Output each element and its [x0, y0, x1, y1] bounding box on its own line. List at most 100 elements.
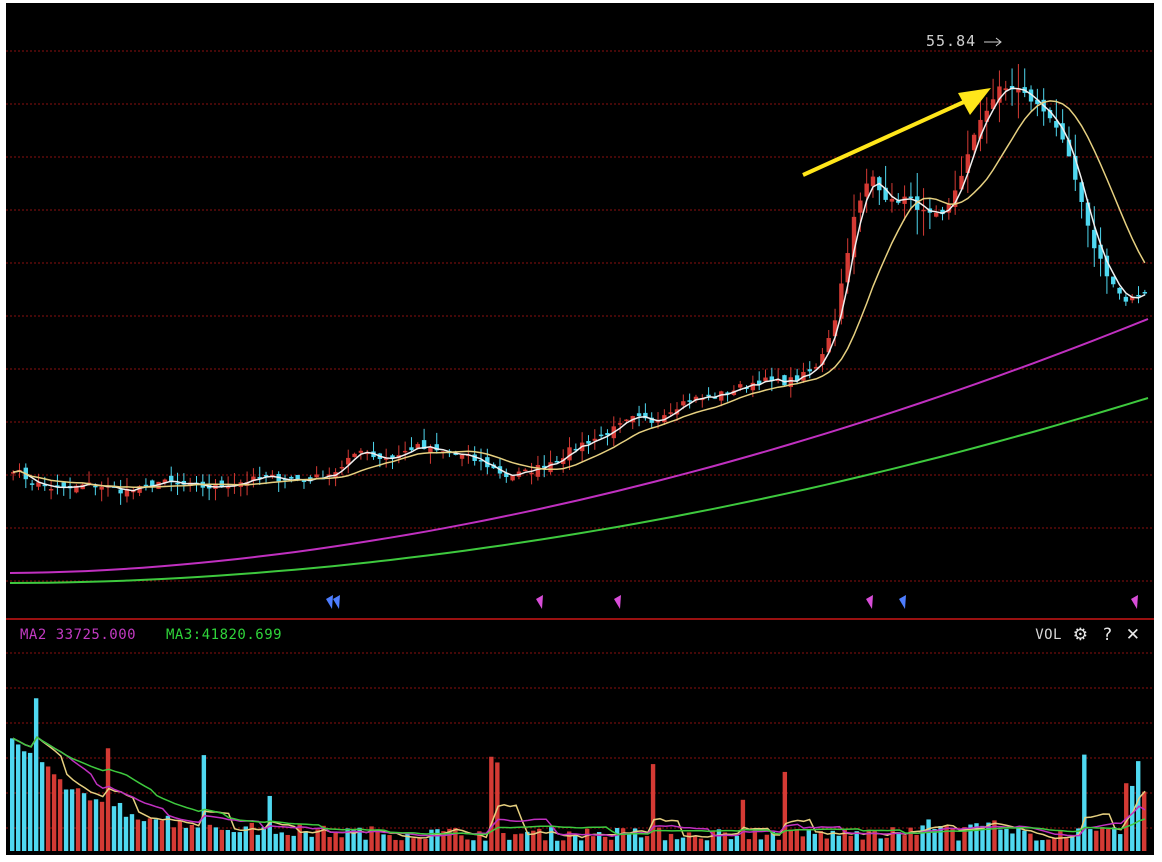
volume-bar [674, 839, 680, 851]
candle-body [339, 467, 345, 469]
close-icon[interactable]: ✕ [1125, 625, 1140, 645]
volume-bar [561, 840, 566, 851]
candle-body [257, 477, 262, 479]
volume-bar [962, 827, 967, 851]
volume-bar [770, 831, 776, 851]
volume-bar [1010, 833, 1015, 851]
volume-ma1-line [12, 735, 1146, 840]
volume-bar [848, 835, 853, 851]
volume-bar [387, 835, 392, 851]
candle-body [36, 482, 41, 487]
volume-grid [6, 652, 1154, 829]
volume-bar [285, 834, 290, 851]
volume-bar [1076, 828, 1081, 851]
volume-bar [10, 738, 15, 851]
volume-bar [1118, 834, 1123, 851]
volume-bar [710, 830, 716, 851]
volume-bar [1058, 831, 1063, 851]
volume-bar [638, 837, 644, 851]
candle-body [301, 480, 307, 482]
peak-price-label: 55.84 [926, 32, 977, 50]
volume-bar [986, 822, 991, 851]
volume-bar [1100, 827, 1105, 851]
price-chart [6, 37, 1154, 620]
help-icon[interactable]: ? [1102, 625, 1112, 645]
candle-body [807, 369, 812, 372]
volume-bar [303, 831, 308, 851]
volume-bar [135, 819, 141, 851]
volume-bar [57, 779, 63, 851]
volume-bar [842, 829, 847, 851]
volume-bars [10, 698, 1147, 851]
candle-body [687, 400, 692, 402]
volume-bar [1028, 833, 1033, 851]
candle-body [573, 448, 579, 451]
volume-bar [938, 826, 943, 851]
candle-body [990, 99, 996, 109]
ma-mid-line [13, 100, 1146, 488]
candle-body [402, 450, 408, 453]
volume-bar [932, 829, 937, 851]
candle-body [1111, 276, 1116, 285]
volume-bar [1088, 829, 1093, 851]
volume-bar [555, 840, 560, 851]
volume-bar [968, 824, 973, 851]
volume-ma3-line [12, 736, 1146, 836]
volume-bar [974, 823, 979, 851]
volume-bar [435, 829, 440, 851]
volume-bar [644, 836, 650, 851]
volume-bar [704, 840, 710, 851]
volume-bar [141, 821, 147, 851]
signal-marker-icon [333, 595, 340, 609]
gear-icon[interactable]: ⚙ [1072, 625, 1088, 645]
candle-body [1092, 229, 1097, 249]
candle-body [529, 472, 534, 475]
candle-body [820, 354, 825, 365]
volume-bar [261, 827, 266, 851]
volume-bar [1016, 827, 1021, 851]
volume-bar [543, 840, 548, 851]
volume-bar [105, 748, 111, 851]
candle-body [10, 472, 16, 474]
volume-bar [698, 838, 704, 851]
volume-bar [87, 800, 93, 851]
signal-marker-icon [536, 595, 543, 609]
volume-bar [369, 826, 374, 851]
volume-bar [686, 832, 692, 851]
candle-body [143, 484, 149, 487]
volume-bar [321, 825, 326, 851]
candle-body [472, 454, 477, 461]
volume-bar [812, 833, 817, 851]
volume-bar [279, 832, 284, 851]
volume-bar [872, 830, 877, 851]
candle-body [55, 485, 60, 487]
candle-body [137, 486, 142, 493]
candle-body [548, 462, 553, 473]
candle-body [421, 440, 427, 449]
candle-body [478, 459, 484, 462]
volume-title: VOL [1035, 627, 1062, 643]
candle-body [952, 190, 958, 207]
candle-body [965, 154, 971, 173]
volume-bar [249, 822, 254, 851]
volume-bar [333, 832, 338, 851]
candle-body [554, 461, 560, 463]
candle-body [668, 412, 673, 414]
candle-body [263, 475, 269, 477]
volume-bar [908, 827, 913, 851]
volume-bar [1106, 829, 1111, 851]
volume-bar [273, 833, 278, 851]
candle-body [738, 384, 743, 388]
volume-bar [231, 832, 236, 851]
volume-bar [339, 837, 344, 851]
peak-pointer-icon [984, 37, 1002, 47]
volume-bar [165, 815, 171, 851]
candle-body [1028, 89, 1034, 102]
price-panel: 55.84 [6, 3, 1154, 623]
volume-bar [207, 824, 213, 851]
candle-body [1104, 255, 1110, 277]
candle-body [832, 320, 838, 337]
volume-bar [1064, 838, 1069, 851]
volume-bar [69, 789, 75, 851]
volume-bar [189, 824, 195, 851]
